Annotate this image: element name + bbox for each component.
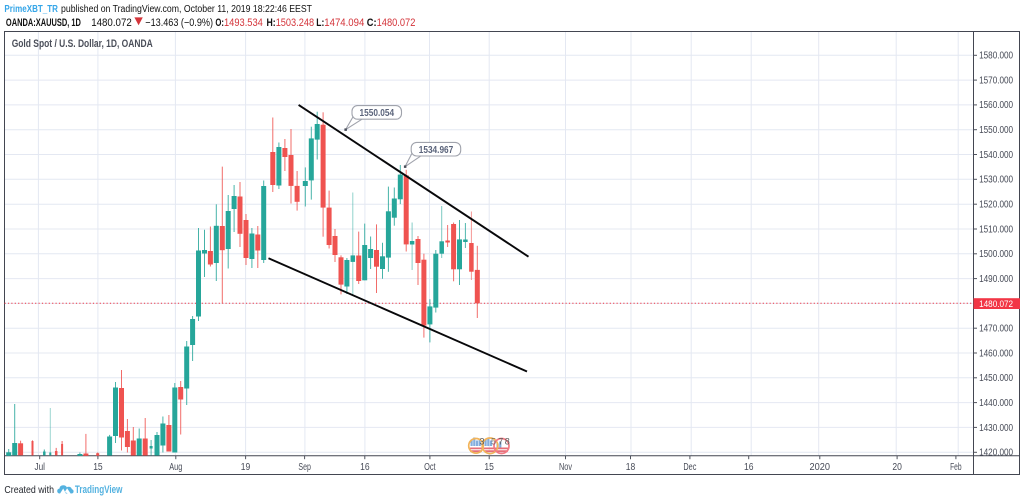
svg-text:1430.000: 1430.000 (979, 423, 1014, 434)
svg-text:8: 8 (505, 436, 510, 446)
svg-text:Feb: Feb (950, 462, 962, 473)
svg-text:1490.000: 1490.000 (979, 274, 1014, 285)
svg-text:Dec: Dec (683, 462, 696, 473)
svg-text:1510.000: 1510.000 (979, 224, 1014, 235)
svg-text:16: 16 (360, 462, 370, 473)
svg-text:5: 5 (491, 436, 496, 446)
svg-text:1503.248: 1503.248 (276, 17, 314, 29)
svg-text:OANDA:XAUUSD, 1D: OANDA:XAUUSD, 1D (6, 17, 81, 29)
svg-text:1550.000: 1550.000 (979, 125, 1014, 136)
svg-text:1560.000: 1560.000 (979, 100, 1014, 111)
svg-text:2020: 2020 (810, 462, 831, 473)
svg-text:1470.000: 1470.000 (979, 324, 1014, 335)
svg-text:TradingView: TradingView (75, 484, 123, 496)
svg-text:7: 7 (498, 436, 503, 446)
svg-text:1534.967: 1534.967 (419, 145, 454, 156)
svg-text:1500.000: 1500.000 (979, 249, 1014, 260)
svg-text:1540.000: 1540.000 (979, 150, 1014, 161)
svg-text:1580.000: 1580.000 (979, 51, 1014, 62)
svg-text:15: 15 (484, 462, 494, 473)
svg-text:O:: O: (215, 17, 224, 29)
svg-text:Oct: Oct (424, 462, 436, 473)
svg-text:1480.072: 1480.072 (377, 17, 416, 29)
svg-text:1450.000: 1450.000 (979, 373, 1014, 384)
svg-text:1480.072: 1480.072 (91, 17, 132, 29)
svg-text:published on TradingView.com,: published on TradingView.com, October 11… (61, 4, 312, 15)
svg-text:Gold Spot / U.S. Dollar, 1D, O: Gold Spot / U.S. Dollar, 1D, OANDA (12, 38, 153, 50)
svg-text:1570.000: 1570.000 (979, 75, 1014, 86)
svg-text:Created with: Created with (4, 484, 54, 496)
svg-text:1520.000: 1520.000 (979, 200, 1014, 211)
svg-text:1480.072: 1480.072 (979, 299, 1013, 310)
svg-text:−13.463 (−0.9%): −13.463 (−0.9%) (145, 17, 213, 29)
svg-text:1420.000: 1420.000 (979, 448, 1014, 459)
svg-text:L:: L: (316, 17, 324, 29)
svg-text:Sep: Sep (298, 462, 311, 473)
svg-text:Aug: Aug (169, 462, 182, 473)
svg-text:1530.000: 1530.000 (979, 175, 1014, 186)
svg-text:1493.534: 1493.534 (224, 17, 263, 29)
svg-text:PrimeXBT_TR: PrimeXBT_TR (4, 4, 58, 15)
svg-text:Jul: Jul (35, 462, 46, 473)
svg-text:1460.000: 1460.000 (979, 348, 1014, 359)
svg-text:1440.000: 1440.000 (979, 398, 1014, 409)
svg-text:3: 3 (480, 436, 485, 446)
svg-text:H:: H: (267, 17, 276, 29)
svg-text:19: 19 (241, 462, 251, 473)
svg-text:15: 15 (93, 462, 103, 473)
svg-text:1550.054: 1550.054 (360, 108, 395, 119)
svg-text:C:: C: (367, 17, 377, 29)
svg-text:Nov: Nov (559, 462, 572, 473)
svg-text:18: 18 (626, 462, 636, 473)
svg-text:1474.094: 1474.094 (324, 17, 364, 29)
svg-text:20: 20 (892, 462, 902, 473)
svg-text:16: 16 (744, 462, 754, 473)
